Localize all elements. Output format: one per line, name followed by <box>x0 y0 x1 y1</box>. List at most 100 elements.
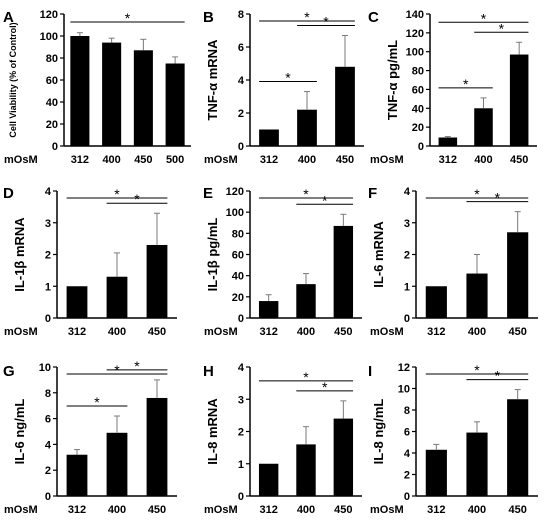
bar <box>258 301 279 318</box>
x-tick-label: 312 <box>427 504 445 516</box>
x-tick-label: 312 <box>71 154 89 166</box>
panel-g: G IL-6 ng/mL 0 2 4 6 8 10 312 400 450 mOsM * * * <box>3 358 177 516</box>
y-axis-label: IL-1β mRNA <box>12 217 27 292</box>
significance-star: * <box>304 9 310 25</box>
significance-star: * <box>474 186 480 202</box>
y-tick-label: 100 <box>226 207 244 219</box>
bar <box>509 54 529 146</box>
significance-star: * <box>499 20 505 36</box>
bar <box>146 397 168 496</box>
y-tick-label: 140 <box>406 9 424 21</box>
x-tick-label: 400 <box>468 504 486 516</box>
y-axis-label: TNF-α pg/mL <box>385 40 400 120</box>
y-axis-label: IL-8 mRNA <box>205 398 220 465</box>
x-axis-title: mOsM <box>4 154 38 166</box>
panel-c: C TNF-α pg/mL 0 20 40 60 80 100 120 140 312 400 450 m… <box>368 9 537 166</box>
significance-star: * <box>322 379 328 395</box>
significance-star: * <box>134 191 140 207</box>
bar <box>474 108 493 146</box>
x-tick-label: 400 <box>102 154 120 166</box>
bar <box>333 225 354 318</box>
y-tick-label: 100 <box>40 31 58 43</box>
panel-i: I IL-8 ng/mL 0 2 4 6 8 10 12 312 400 450 mOsM * * <box>368 362 538 516</box>
x-axis-title: mOsM <box>370 154 404 166</box>
y-tick-label: 60 <box>412 84 424 96</box>
bar <box>507 399 529 496</box>
y-tick-label: 0 <box>404 491 410 503</box>
bar <box>66 286 88 318</box>
x-tick-label: 450 <box>148 504 166 516</box>
x-tick-label: 450 <box>510 154 528 166</box>
y-axis-label: TNF-α mRNA <box>205 39 220 121</box>
significance-star: * <box>134 358 140 374</box>
significance-star: * <box>474 362 480 378</box>
significance-star: * <box>303 369 309 385</box>
y-tick-label: 0 <box>238 141 244 153</box>
panel-letter: E <box>203 185 213 202</box>
y-tick-label: 0 <box>418 141 424 153</box>
panel-letter: F <box>368 185 377 202</box>
y-tick-label: 0 <box>52 141 58 153</box>
x-axis-title: mOsM <box>204 326 238 338</box>
x-tick-label: 450 <box>334 326 352 338</box>
significance-star: * <box>481 10 487 26</box>
bar <box>66 454 88 496</box>
y-axis-label: IL-1β pg/mL <box>205 218 220 292</box>
significance-star: * <box>285 70 291 86</box>
y-tick-label: 10 <box>398 384 410 396</box>
y-tick-label: 60 <box>232 250 244 262</box>
x-tick-label: 500 <box>166 154 184 166</box>
y-tick-label: 6 <box>45 414 51 426</box>
x-tick-label: 400 <box>108 504 126 516</box>
significance-star: * <box>322 192 328 208</box>
y-tick-label: 1 <box>45 281 51 293</box>
y-tick-label: 0 <box>238 313 244 325</box>
y-axis-label: IL-6 mRNA <box>371 221 386 288</box>
panel-e: E IL-1β pg/mL 0 20 40 60 80 100 120 312 400 450 mOsM… <box>203 185 362 338</box>
bar <box>296 444 316 496</box>
y-tick-label: 1 <box>238 459 244 471</box>
y-tick-label: 120 <box>226 186 244 198</box>
y-tick-label: 0 <box>404 313 410 325</box>
x-tick-label: 312 <box>427 326 445 338</box>
x-tick-label: 312 <box>259 326 277 338</box>
y-tick-label: 80 <box>46 53 58 65</box>
x-tick-label: 312 <box>259 504 277 516</box>
x-tick-label: 400 <box>468 326 486 338</box>
y-tick-label: 120 <box>40 9 58 21</box>
y-tick-label: 1 <box>404 281 410 293</box>
bar <box>70 36 90 146</box>
bar <box>333 418 354 496</box>
x-tick-label: 450 <box>508 326 526 338</box>
y-tick-label: 2 <box>404 470 410 482</box>
y-tick-label: 3 <box>238 394 244 406</box>
y-tick-label: 3 <box>45 218 51 230</box>
bar <box>106 432 128 496</box>
panel-letter: I <box>368 363 372 380</box>
y-tick-label: 4 <box>404 448 411 460</box>
y-tick-label: 40 <box>412 103 424 115</box>
y-tick-label: 0 <box>45 491 51 503</box>
significance-star: * <box>125 10 131 26</box>
y-tick-label: 40 <box>46 97 58 109</box>
x-tick-label: 400 <box>297 326 315 338</box>
y-tick-label: 12 <box>398 362 410 374</box>
x-tick-label: 312 <box>68 326 86 338</box>
y-tick-label: 4 <box>238 75 245 87</box>
bar <box>466 432 488 496</box>
panel-h: H IL-8 mRNA 0 1 2 3 4 312 400 450 mOsM * * <box>203 362 362 516</box>
y-tick-label: 20 <box>232 292 244 304</box>
significance-star: * <box>94 394 100 410</box>
y-tick-label: 4 <box>404 186 411 198</box>
bar <box>425 286 447 318</box>
y-tick-label: 6 <box>404 427 410 439</box>
x-tick-label: 400 <box>108 326 126 338</box>
x-tick-label: 450 <box>508 504 526 516</box>
x-axis-title: mOsM <box>370 326 404 338</box>
y-tick-label: 40 <box>232 271 244 283</box>
significance-star: * <box>114 186 120 202</box>
x-tick-label: 450 <box>148 326 166 338</box>
panel-letter: H <box>203 363 214 380</box>
x-axis-title: mOsM <box>370 504 404 516</box>
